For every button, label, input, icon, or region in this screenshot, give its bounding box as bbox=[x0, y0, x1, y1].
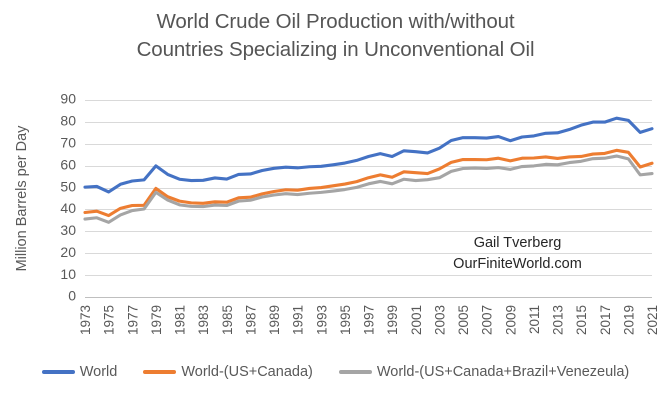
x-tick-label: 2017 bbox=[598, 305, 613, 335]
x-axis-tick-labels: 1973 1975 1977 1979 1981 1983 1985 1987 1989 1991… bbox=[78, 305, 660, 335]
x-tick-label: 2009 bbox=[503, 305, 518, 335]
y-tick-label: 20 bbox=[60, 244, 76, 260]
legend-swatch-1 bbox=[143, 370, 177, 374]
x-tick-label: 2005 bbox=[456, 305, 471, 335]
x-tick-label: 1983 bbox=[196, 305, 211, 335]
x-tick-label: 1995 bbox=[338, 305, 353, 335]
annotation-website: OurFiniteWorld.com bbox=[453, 256, 582, 272]
series-line-0 bbox=[83, 116, 654, 194]
x-tick-label: 2007 bbox=[480, 305, 495, 335]
x-tick-label: 2015 bbox=[574, 305, 589, 335]
legend-item-2[interactable]: World-(US+Canada+Brazil+Venezeula) bbox=[338, 364, 630, 380]
x-tick-label: 1977 bbox=[125, 305, 140, 335]
x-tick-label: 2021 bbox=[645, 305, 660, 335]
y-axis-title-label: Million Barrels per Day bbox=[14, 125, 30, 272]
legend-item-1[interactable]: World-(US+Canada) bbox=[143, 364, 313, 380]
chart-legend: World World-(US+Canada) World-(US+Canada+B… bbox=[0, 364, 671, 380]
x-tick-label: 2019 bbox=[621, 305, 636, 335]
y-tick-label: 80 bbox=[60, 113, 76, 129]
legend-label-0: World bbox=[79, 364, 118, 380]
x-tick-label: 1993 bbox=[314, 305, 329, 335]
x-tick-label: 1975 bbox=[102, 305, 117, 335]
y-tick-label: 10 bbox=[60, 266, 76, 282]
legend-label-1: World-(US+Canada) bbox=[181, 364, 313, 380]
y-tick-label: 0 bbox=[68, 288, 76, 304]
y-tick-label: 60 bbox=[60, 156, 76, 172]
x-tick-label: 1981 bbox=[173, 305, 188, 335]
x-tick-label: 1997 bbox=[362, 305, 377, 335]
chart-title: World Crude Oil Production with/without … bbox=[136, 10, 535, 61]
y-tick-label: 90 bbox=[60, 91, 76, 107]
y-tick-label: 40 bbox=[60, 200, 76, 216]
y-axis-title: Million Barrels per Day bbox=[14, 125, 30, 272]
series-line-1 bbox=[83, 148, 654, 218]
chart-annotation: Gail Tverberg OurFiniteWorld.com bbox=[405, 233, 630, 275]
annotation-author: Gail Tverberg bbox=[473, 235, 562, 251]
x-tick-label: 1991 bbox=[291, 305, 306, 335]
x-tick-label: 1985 bbox=[220, 305, 235, 335]
x-tick-label: 2013 bbox=[551, 305, 566, 335]
x-tick-label: 2001 bbox=[409, 305, 424, 335]
x-tick-label: 1973 bbox=[78, 305, 93, 335]
legend-swatch-0 bbox=[41, 370, 75, 374]
x-tick-label: 1987 bbox=[243, 305, 258, 335]
x-tick-label: 2011 bbox=[527, 305, 542, 334]
legend-label-2: World-(US+Canada+Brazil+Venezeula) bbox=[376, 364, 630, 380]
data-series-group bbox=[83, 116, 654, 224]
y-tick-label: 50 bbox=[60, 178, 76, 194]
x-tick-label: 2003 bbox=[432, 305, 447, 335]
y-gridlines bbox=[85, 100, 652, 298]
legend-swatch-2 bbox=[338, 370, 372, 374]
x-tick-label: 1979 bbox=[149, 305, 164, 335]
y-tick-label: 70 bbox=[60, 134, 76, 150]
y-tick-label: 30 bbox=[60, 222, 76, 238]
y-axis-tick-labels: 0 10 20 30 40 50 60 70 80 90 bbox=[60, 91, 76, 304]
x-tick-label: 1999 bbox=[385, 305, 400, 335]
legend-item-0[interactable]: World bbox=[41, 364, 118, 380]
x-tick-label: 1989 bbox=[267, 305, 282, 335]
series-line-2 bbox=[83, 154, 654, 224]
